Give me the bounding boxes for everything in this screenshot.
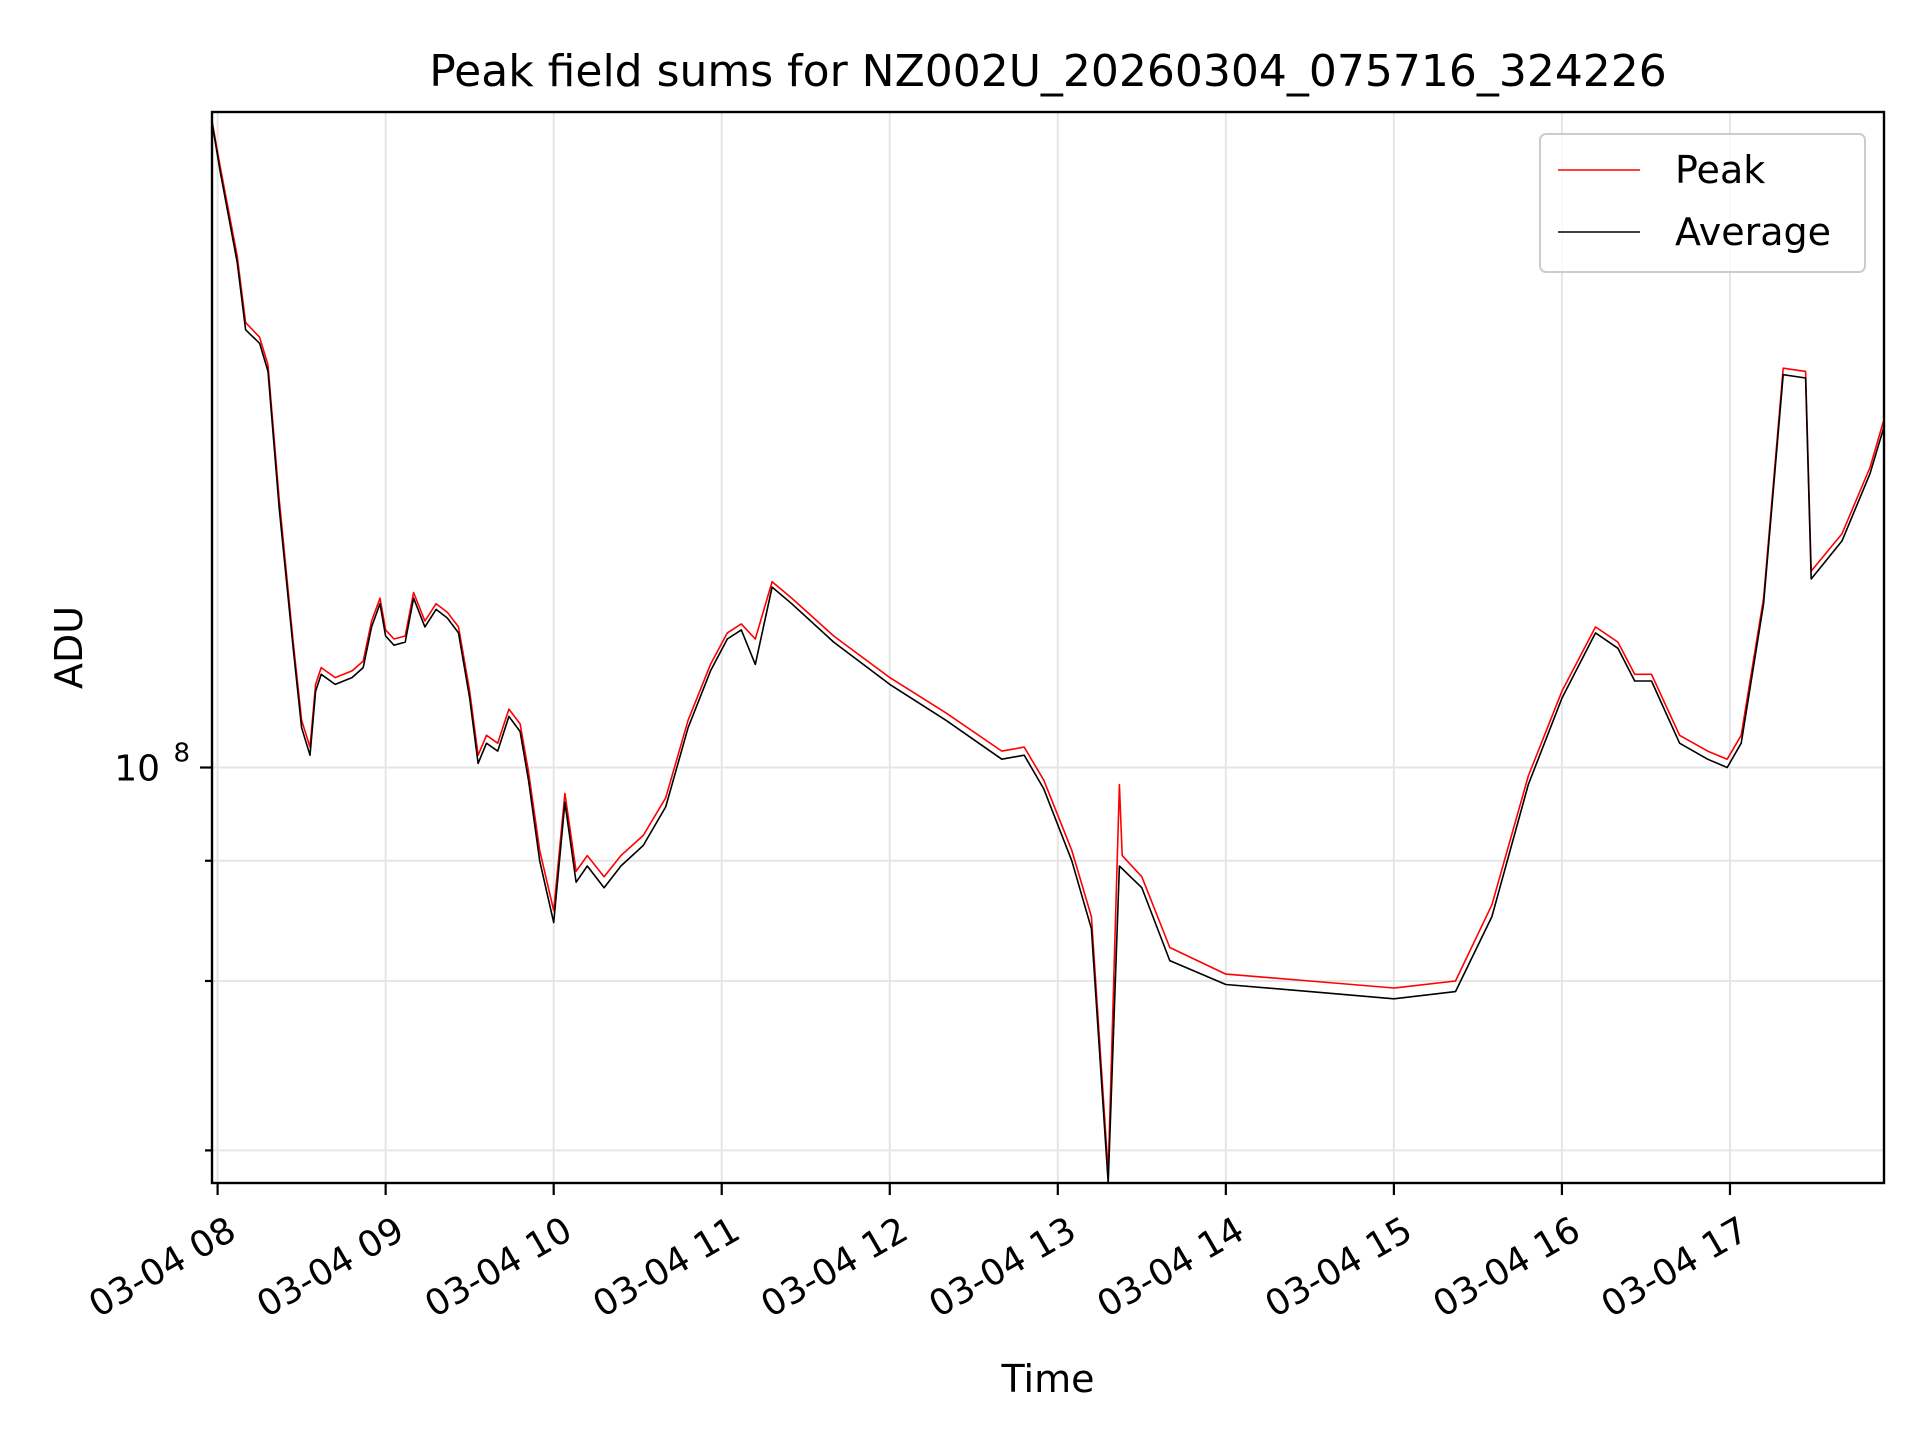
plot-frame <box>210 110 1886 1185</box>
series-layer <box>211 120 1885 1184</box>
series-line-peak <box>211 120 1885 1173</box>
y-tick-label-exponent: 8 <box>173 739 190 769</box>
y-tick-label: 10 <box>114 749 160 790</box>
y-axis-ticks: 10 8 <box>114 739 212 1152</box>
chart-title: Peak field sums for NZ002U_20260304_0757… <box>429 46 1667 97</box>
y-tick-label-base: 10 <box>114 749 160 790</box>
legend-box <box>1539 133 1866 273</box>
y-axis-label: ADU <box>47 606 91 689</box>
legend-average-label: Average <box>1675 210 1831 254</box>
legend: Peak Average <box>1539 133 1866 273</box>
x-axis-label: Time <box>1001 1357 1095 1401</box>
legend-peak-label: Peak <box>1675 148 1765 192</box>
series-line-average <box>211 122 1885 1184</box>
grid <box>212 112 1884 1183</box>
